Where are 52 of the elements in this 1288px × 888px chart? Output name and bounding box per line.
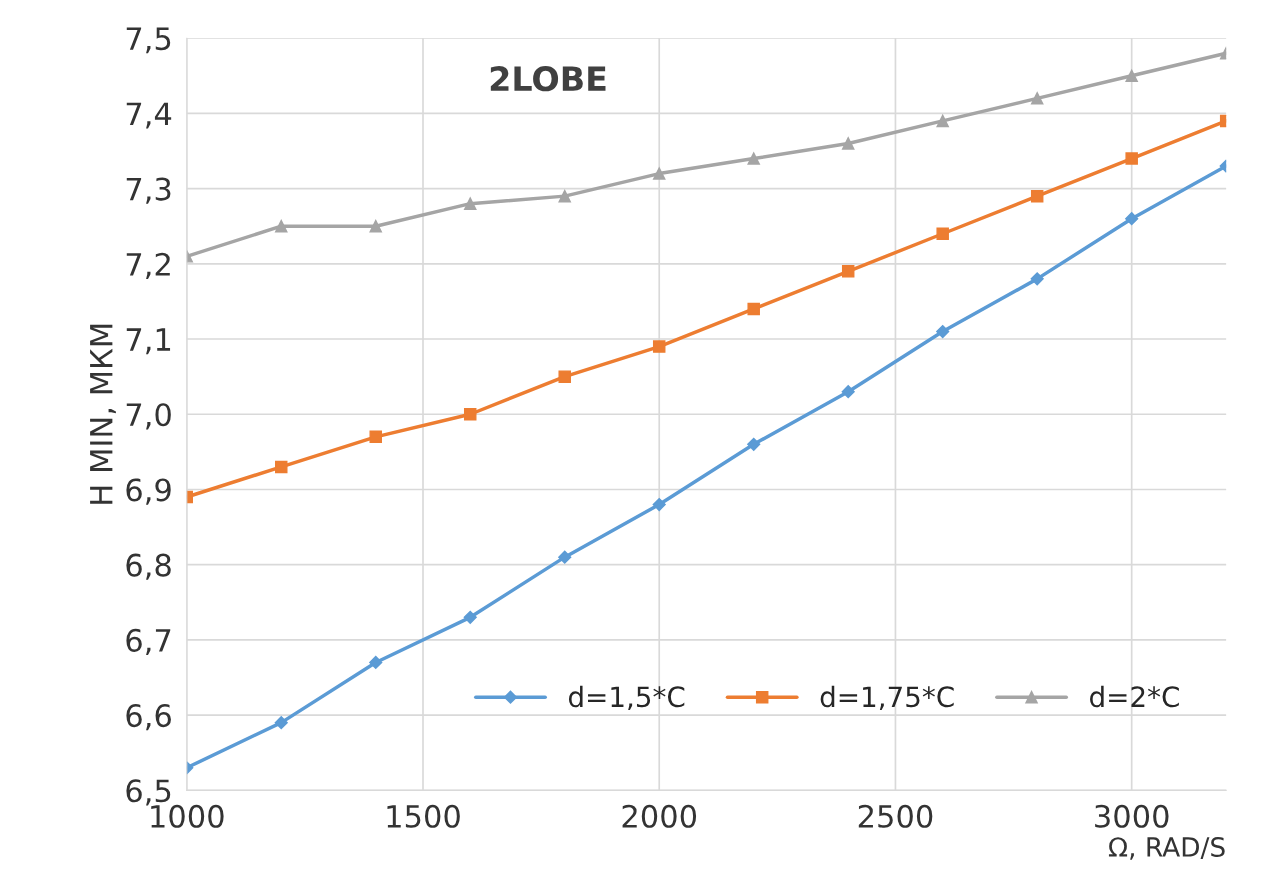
x-tick-label: 1500 — [387, 804, 460, 828]
point — [936, 324, 950, 339]
y-tick-label: 7,1 — [126, 328, 171, 355]
point — [558, 370, 571, 383]
point — [558, 550, 572, 564]
point — [747, 437, 761, 451]
y-tick-label: 6,5 — [126, 779, 171, 806]
y-tick-label: 6,7 — [126, 628, 171, 656]
legend-label: d=2*C — [1090, 685, 1179, 708]
x-tick-label: 2000 — [622, 804, 697, 828]
y-tick-label: 6,9 — [126, 478, 171, 505]
point — [1125, 69, 1138, 83]
point — [1125, 212, 1139, 226]
y-tick-label: 7,5 — [126, 27, 171, 54]
point — [841, 385, 855, 399]
point — [652, 340, 666, 353]
annotation: 2LOBE — [490, 66, 606, 92]
point — [936, 227, 949, 240]
point — [747, 302, 760, 316]
point — [369, 430, 382, 444]
point — [652, 497, 666, 512]
y-axis-title: H MIN, МКМ — [90, 324, 116, 504]
point — [274, 716, 288, 730]
point — [747, 152, 760, 165]
point — [463, 197, 477, 210]
y-tick-label: 7,3 — [126, 177, 171, 204]
point — [463, 408, 477, 421]
y-tick-label: 7,4 — [126, 102, 172, 129]
point — [1030, 189, 1044, 203]
y-tick-label: 6,6 — [126, 704, 171, 731]
point — [841, 137, 855, 150]
point — [558, 189, 571, 203]
legend-label: d=1,75*C — [820, 685, 954, 711]
legend-label: d=1,5*C — [568, 685, 685, 711]
point — [463, 610, 477, 624]
point — [275, 219, 288, 233]
point — [841, 265, 855, 278]
point — [369, 655, 383, 670]
point — [936, 114, 949, 128]
point — [652, 167, 666, 180]
x-axis-title: Ω, RAD/S — [1108, 837, 1225, 860]
point — [275, 460, 288, 474]
x-tick-label: 1000 — [151, 804, 224, 828]
point — [1125, 152, 1138, 165]
x-tick-label: 3000 — [1095, 804, 1169, 828]
y-tick-label: 7,2 — [126, 252, 170, 279]
point — [1030, 272, 1044, 286]
x-tick-label: 2500 — [858, 804, 933, 828]
y-tick-label: 6,8 — [126, 553, 171, 580]
point — [1030, 92, 1044, 105]
point — [369, 219, 382, 233]
y-tick-label: 7,0 — [126, 403, 171, 430]
